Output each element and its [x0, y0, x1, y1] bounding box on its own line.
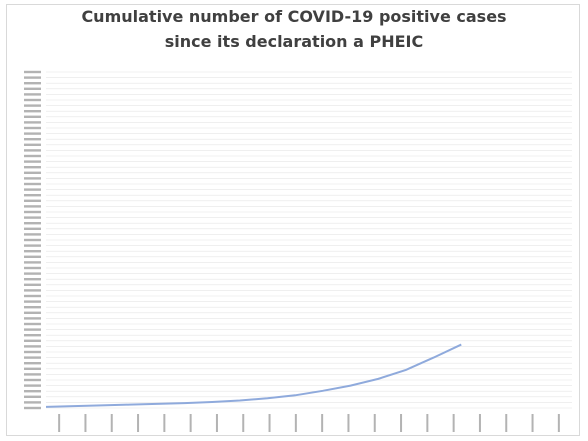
y-tick-label — [24, 255, 41, 258]
y-tick-label — [24, 171, 41, 174]
y-tick-label — [24, 93, 41, 96]
y-tick-label — [24, 160, 41, 163]
y-tick-label — [24, 149, 41, 152]
y-tick-label — [24, 182, 41, 186]
y-tick-label — [24, 317, 41, 320]
series-line — [45, 343, 462, 408]
y-tick-label — [24, 289, 41, 292]
y-tick-label — [24, 104, 41, 107]
series-group — [45, 343, 462, 408]
y-tick-label — [24, 283, 41, 286]
x-tick-label — [294, 414, 297, 432]
y-tick-label — [24, 401, 41, 404]
y-tick-label — [24, 177, 41, 180]
x-tick-label — [347, 414, 350, 432]
y-tick-label — [24, 306, 41, 309]
y-tick-label — [24, 70, 41, 74]
x-tick-label — [137, 414, 140, 432]
y-tick-label — [24, 406, 41, 410]
chart-title: Cumulative number of COVID-19 positive c… — [0, 4, 588, 54]
y-tick-label — [24, 244, 41, 247]
x-tick-label — [242, 414, 245, 432]
x-tick-label — [478, 414, 481, 432]
y-tick-label — [24, 227, 41, 230]
x-tick-label — [426, 414, 429, 432]
y-tick-label — [24, 266, 41, 270]
y-tick-label — [24, 390, 41, 393]
chart-title-line-2: since its declaration a PHEIC — [164, 32, 424, 51]
y-tick-label — [24, 110, 41, 113]
y-tick-label — [24, 76, 41, 79]
y-tick-label — [24, 222, 41, 225]
y-tick-label — [24, 98, 41, 102]
chart-area — [6, 4, 580, 436]
x-tick-label — [268, 414, 271, 432]
y-tick-label — [24, 356, 41, 359]
chart-title-line-1: Cumulative number of COVID-19 positive c… — [81, 7, 507, 26]
y-tick-label — [24, 322, 41, 326]
y-tick-label — [24, 350, 41, 354]
x-tick-label — [400, 414, 403, 432]
y-tick-label — [24, 115, 41, 118]
y-tick-label — [24, 362, 41, 365]
y-tick-label — [24, 87, 41, 90]
y-tick-label — [24, 126, 41, 130]
y-tick-label — [24, 238, 41, 242]
gridlines — [46, 71, 572, 409]
y-tick-label — [24, 194, 41, 197]
y-tick-label — [24, 188, 41, 191]
y-tick-label — [24, 216, 41, 219]
y-tick-label — [24, 294, 41, 298]
y-tick-label — [24, 154, 41, 158]
y-tick-label — [24, 334, 41, 337]
y-tick-label — [24, 233, 41, 236]
x-tick-label — [58, 414, 61, 432]
x-tick-label — [505, 414, 508, 432]
y-tick-label — [24, 395, 41, 398]
y-tick-label — [24, 205, 41, 208]
y-tick-label — [24, 166, 41, 169]
y-tick-label — [24, 311, 41, 314]
y-tick-label — [24, 345, 41, 348]
y-tick-label — [24, 300, 41, 303]
y-tick-label — [24, 373, 41, 376]
x-tick-label — [452, 414, 455, 432]
y-axis-ticks — [24, 70, 41, 410]
y-tick-label — [24, 199, 41, 202]
x-tick-label — [110, 414, 113, 432]
y-tick-label — [24, 210, 41, 214]
y-tick-label — [24, 250, 41, 253]
y-tick-label — [24, 272, 41, 275]
y-tick-label — [24, 384, 41, 387]
x-tick-label — [557, 414, 560, 432]
y-tick-label — [24, 82, 41, 85]
y-tick-label — [24, 378, 41, 382]
y-tick-label — [24, 367, 41, 370]
x-tick-label — [373, 414, 376, 432]
y-tick-label — [24, 121, 41, 124]
x-tick-label — [189, 414, 192, 432]
y-tick-label — [24, 138, 41, 141]
y-tick-label — [24, 261, 41, 264]
x-tick-label — [215, 414, 218, 432]
x-axis-ticks — [58, 414, 560, 432]
x-tick-label — [531, 414, 534, 432]
x-tick-label — [163, 414, 166, 432]
y-tick-label — [24, 143, 41, 146]
y-tick-label — [24, 278, 41, 281]
y-tick-label — [24, 132, 41, 135]
y-tick-label — [24, 328, 41, 331]
y-tick-label — [24, 339, 41, 342]
x-tick-label — [84, 414, 87, 432]
x-tick-label — [321, 414, 324, 432]
